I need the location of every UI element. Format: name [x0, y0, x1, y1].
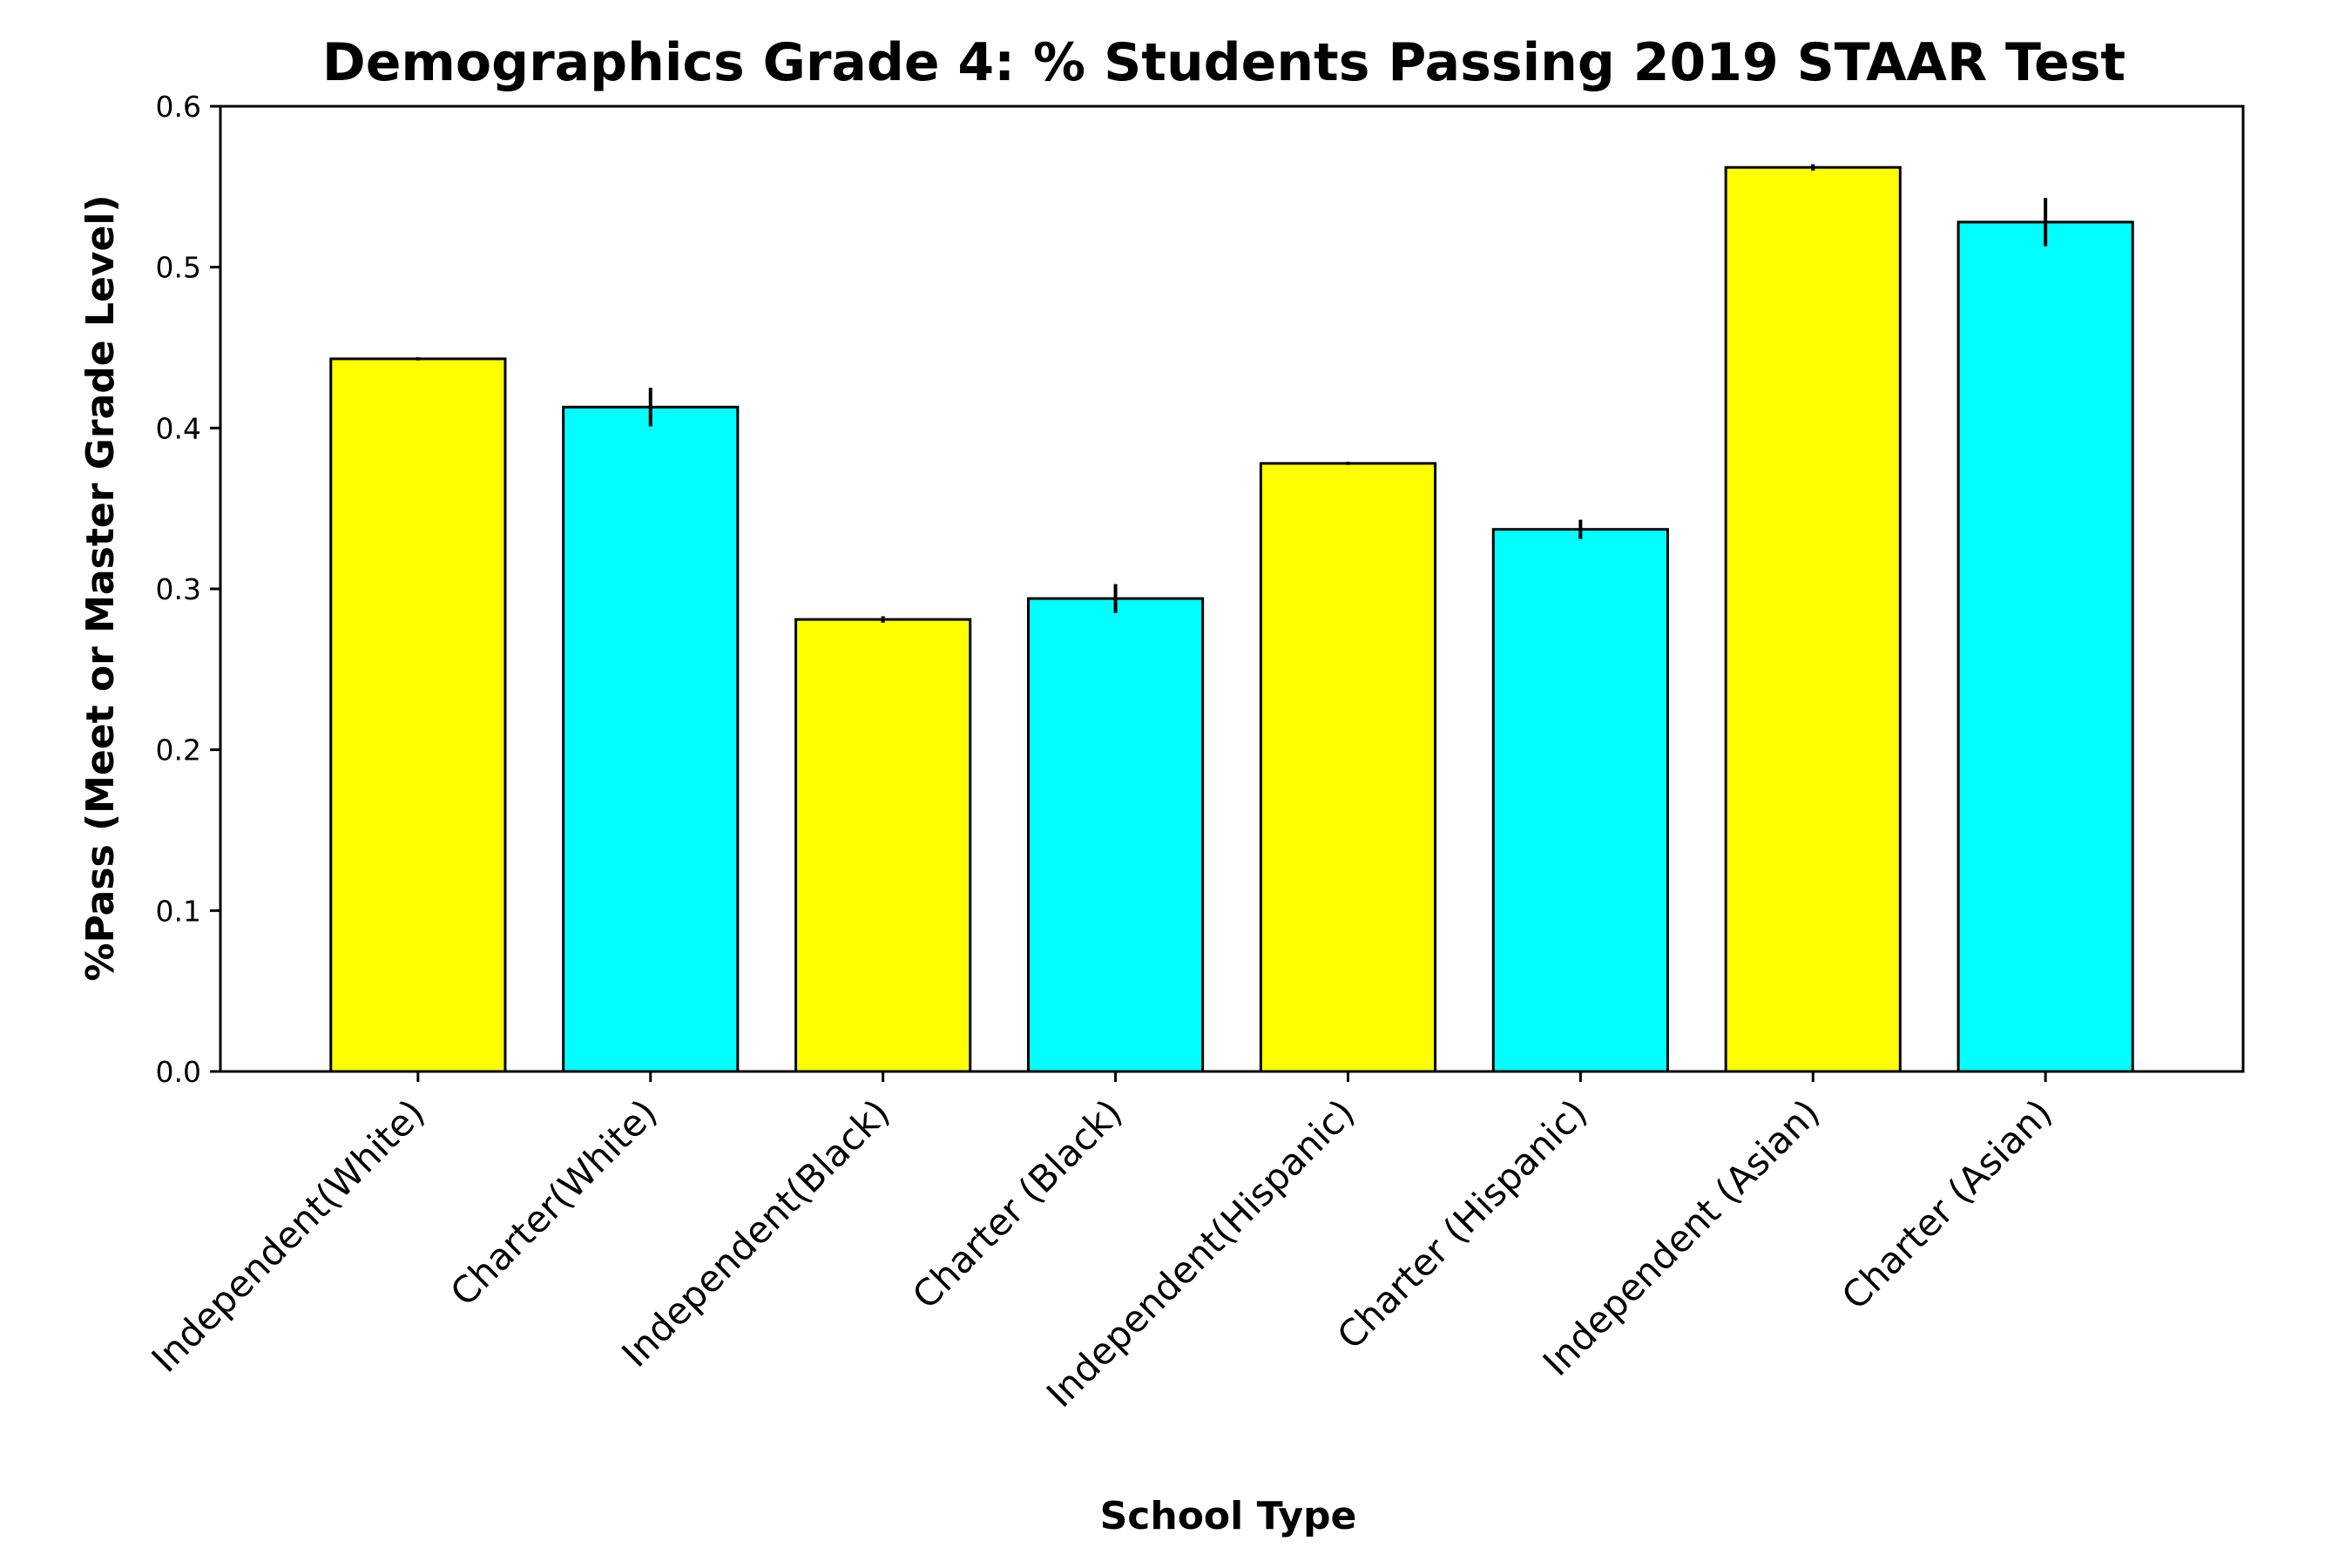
chart-title: Demographics Grade 4: % Students Passing…	[322, 32, 2126, 93]
y-tick-label-1: 0.1	[156, 894, 201, 928]
x-axis-label: School Type	[1100, 1494, 1357, 1538]
y-tick-label-5: 0.5	[156, 251, 201, 285]
y-tick-label-3: 0.3	[156, 572, 201, 606]
y-tick-label-2: 0.2	[156, 733, 201, 767]
y-tick-label-4: 0.4	[156, 411, 201, 445]
bar-5	[1259, 462, 1437, 1073]
bar-4	[1026, 597, 1205, 1073]
x-tick-label-1: Independent(White)	[144, 1091, 433, 1380]
bar-2	[562, 405, 740, 1073]
y-tick-label-6: 0.6	[156, 90, 201, 124]
bar-3	[794, 618, 972, 1073]
bar-8	[1957, 220, 2134, 1073]
axes-frame	[219, 105, 2245, 1073]
x-tick-label-3: Independent(Black)	[613, 1091, 897, 1375]
bar-1	[329, 357, 507, 1073]
x-tick-label-4: Charter (Black)	[904, 1091, 1131, 1317]
x-tick-label-2: Charter(White)	[443, 1091, 666, 1314]
bar-6	[1491, 528, 1669, 1073]
x-tick-label-8: Charter (Asian)	[1834, 1091, 2060, 1317]
y-axis-label: %Pass (Meet or Master Grade Level)	[78, 194, 123, 981]
x-tick-label-6: Charter (Hispanic)	[1329, 1091, 1596, 1357]
y-tick-label-0: 0.0	[156, 1055, 201, 1089]
bar-7	[1724, 166, 1902, 1073]
